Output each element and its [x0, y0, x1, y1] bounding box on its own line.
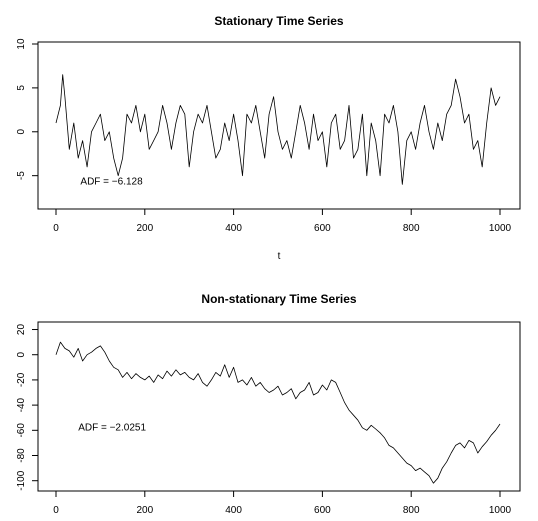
y-tick-label: -5: [16, 171, 27, 180]
x-tick-label: 200: [136, 505, 153, 516]
nonstationary-title: Non-stationary Time Series: [201, 292, 356, 306]
x-tick-label: 800: [403, 505, 420, 516]
x-tick-label: 400: [225, 223, 242, 234]
stationary-x-axis: 0 200 400 600 800 1000: [53, 209, 512, 234]
nonstationary-x-axis: 0 200 400 600 800 1000: [53, 491, 512, 516]
y-tick-label: 0: [16, 129, 27, 135]
y-tick-label: 10: [16, 38, 27, 50]
stationary-panel: Stationary Time Series 0 200 400 600 800 1000…: [16, 14, 521, 262]
nonstationary-plot-frame: [37, 321, 521, 492]
y-tick-label: -80: [16, 448, 27, 463]
nonstationary-y-axis: -100 -80 -60 -40 -20 0 20: [16, 324, 38, 491]
stationary-plot-frame: [37, 41, 521, 210]
x-tick-label: 1000: [489, 223, 512, 234]
x-tick-label: 1000: [489, 505, 512, 516]
y-tick-label: -20: [16, 372, 27, 387]
stationary-title: Stationary Time Series: [214, 14, 343, 28]
y-tick-label: 20: [16, 324, 27, 336]
stationary-series-line: [55, 74, 501, 185]
stationary-x-label: t: [278, 251, 281, 262]
x-tick-label: 600: [314, 505, 331, 516]
nonstationary-panel: Non-stationary Time Series 0 200 400 600 800…: [16, 292, 521, 516]
x-tick-label: 200: [136, 223, 153, 234]
stationary-y-axis: -5 0 5 10: [16, 38, 38, 180]
y-tick-label: 0: [16, 351, 27, 357]
x-tick-label: 600: [314, 223, 331, 234]
y-tick-label: -60: [16, 423, 27, 438]
x-tick-label: 800: [403, 223, 420, 234]
y-tick-label: 5: [16, 85, 27, 91]
stationary-adf-annotation: ADF = −6.128: [80, 176, 143, 187]
x-tick-label: 400: [225, 505, 242, 516]
nonstationary-series-line: [55, 341, 501, 484]
nonstationary-adf-annotation: ADF = −2.0251: [78, 422, 146, 433]
x-tick-label: 0: [53, 223, 59, 234]
x-tick-label: 0: [53, 505, 59, 516]
y-tick-label: -100: [16, 470, 27, 490]
y-tick-label: -40: [16, 397, 27, 412]
